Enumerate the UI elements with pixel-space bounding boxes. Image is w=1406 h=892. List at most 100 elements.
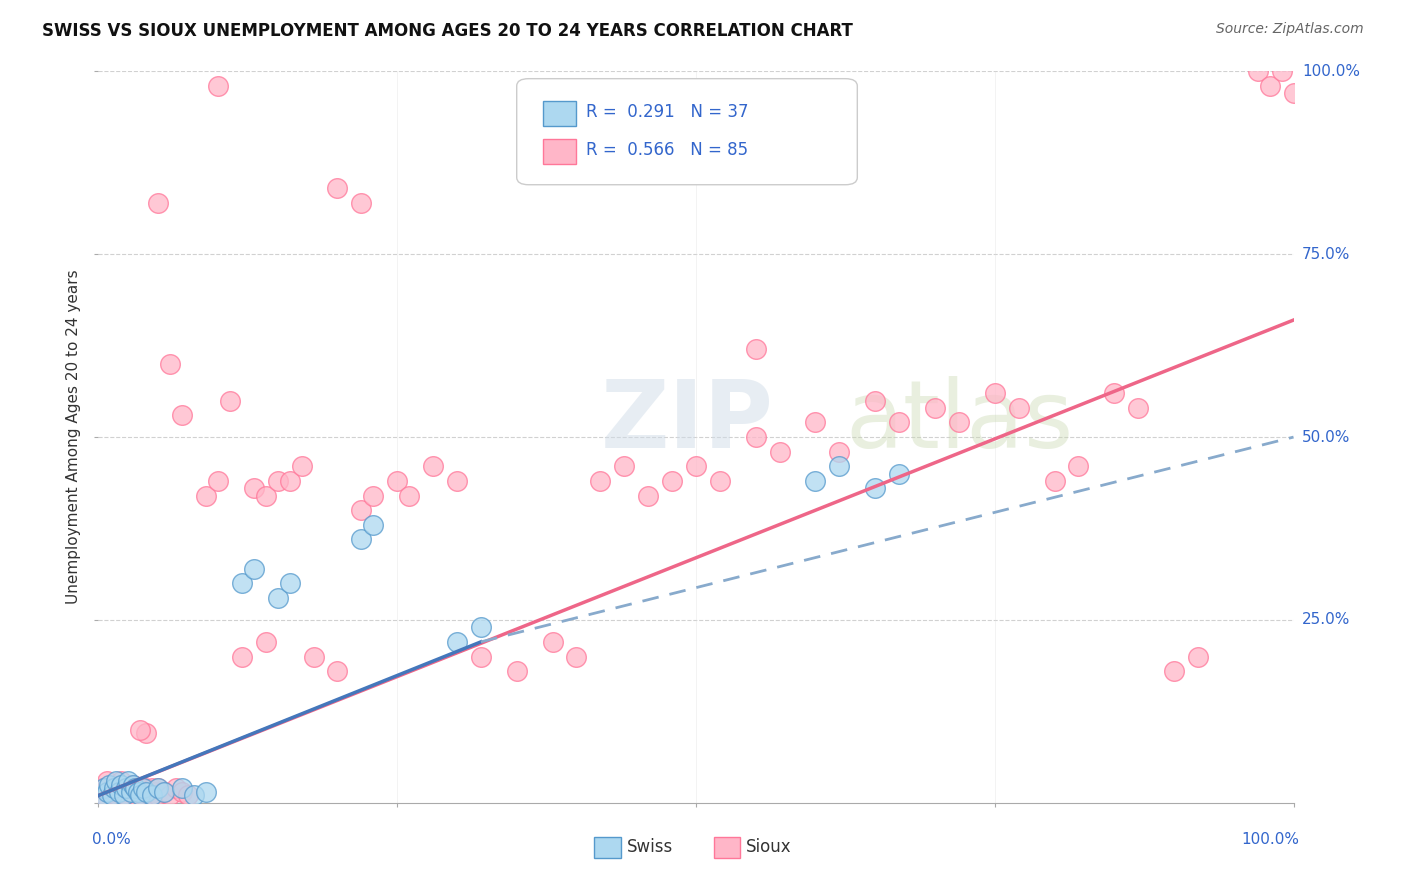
Point xyxy=(117,781,139,796)
Point xyxy=(177,789,200,803)
Point xyxy=(195,489,218,503)
Point xyxy=(96,785,118,799)
Point xyxy=(122,778,145,792)
Point xyxy=(350,533,373,547)
Point xyxy=(398,489,420,503)
Point xyxy=(302,649,325,664)
Point xyxy=(153,785,176,799)
Point xyxy=(131,781,153,796)
Point xyxy=(1282,87,1305,101)
Point xyxy=(1247,64,1270,78)
Point xyxy=(326,664,349,678)
Point xyxy=(889,416,911,430)
Point xyxy=(159,789,181,803)
Point xyxy=(363,489,385,503)
Point xyxy=(127,785,149,799)
FancyBboxPatch shape xyxy=(714,838,740,858)
Point xyxy=(120,785,142,799)
Point xyxy=(91,781,114,796)
Point xyxy=(1271,64,1294,78)
Point xyxy=(115,789,138,803)
Point xyxy=(231,649,253,664)
FancyBboxPatch shape xyxy=(543,138,576,164)
Point xyxy=(129,789,152,803)
Text: Source: ZipAtlas.com: Source: ZipAtlas.com xyxy=(1216,22,1364,37)
Text: 75.0%: 75.0% xyxy=(1302,247,1350,261)
Point xyxy=(131,789,153,803)
Point xyxy=(207,474,229,488)
Point xyxy=(613,459,636,474)
Point xyxy=(115,781,138,796)
Point xyxy=(110,778,132,792)
Point xyxy=(506,664,529,678)
Point xyxy=(1258,78,1281,93)
Point xyxy=(172,408,194,422)
Text: atlas: atlas xyxy=(845,376,1074,468)
FancyBboxPatch shape xyxy=(517,78,858,185)
Point xyxy=(141,781,163,796)
Point xyxy=(267,591,290,605)
Point xyxy=(117,773,139,788)
Point xyxy=(159,357,181,371)
Point xyxy=(107,785,129,799)
Point xyxy=(135,785,157,799)
Point xyxy=(254,489,277,503)
Point xyxy=(172,781,194,796)
Point xyxy=(136,785,159,799)
Point xyxy=(254,635,277,649)
Point xyxy=(745,343,768,357)
Point xyxy=(103,785,125,799)
Point xyxy=(326,181,349,195)
Point xyxy=(661,474,683,488)
Point xyxy=(100,789,122,803)
Text: 25.0%: 25.0% xyxy=(1302,613,1350,627)
Point xyxy=(865,393,887,408)
Point xyxy=(135,726,157,740)
Point xyxy=(165,781,187,796)
Point xyxy=(1067,459,1090,474)
FancyBboxPatch shape xyxy=(595,838,620,858)
Point xyxy=(127,781,149,796)
Point xyxy=(98,785,121,799)
FancyBboxPatch shape xyxy=(543,101,576,126)
Point xyxy=(129,785,152,799)
Point xyxy=(804,474,827,488)
Point xyxy=(98,778,121,792)
Text: 100.0%: 100.0% xyxy=(1241,832,1299,847)
Text: ZIP: ZIP xyxy=(600,376,773,468)
Point xyxy=(231,576,253,591)
Point xyxy=(278,474,301,488)
Point xyxy=(709,474,731,488)
Point xyxy=(112,785,135,799)
Point xyxy=(105,773,128,788)
Point xyxy=(120,785,142,799)
Point xyxy=(589,474,612,488)
Point xyxy=(207,78,229,93)
Point xyxy=(1104,386,1126,401)
Point xyxy=(1043,474,1066,488)
Y-axis label: Unemployment Among Ages 20 to 24 years: Unemployment Among Ages 20 to 24 years xyxy=(66,269,82,605)
Text: Sioux: Sioux xyxy=(747,838,792,856)
Point xyxy=(143,785,166,799)
Point xyxy=(195,785,218,799)
Point xyxy=(350,503,373,517)
Point xyxy=(541,635,564,649)
Point xyxy=(889,467,911,481)
Point xyxy=(1163,664,1185,678)
Point xyxy=(637,489,659,503)
Point xyxy=(139,789,162,803)
Point xyxy=(291,459,314,474)
Point xyxy=(1187,649,1209,664)
Point xyxy=(148,781,170,796)
Point xyxy=(924,401,946,415)
Text: R =  0.291   N = 37: R = 0.291 N = 37 xyxy=(586,103,748,121)
Point xyxy=(124,789,146,803)
Point xyxy=(350,196,373,211)
Point xyxy=(124,781,146,796)
Point xyxy=(146,789,169,803)
Point xyxy=(93,789,115,803)
Point xyxy=(141,789,163,803)
Point xyxy=(129,723,152,737)
Point xyxy=(804,416,827,430)
Text: 0.0%: 0.0% xyxy=(93,832,131,847)
